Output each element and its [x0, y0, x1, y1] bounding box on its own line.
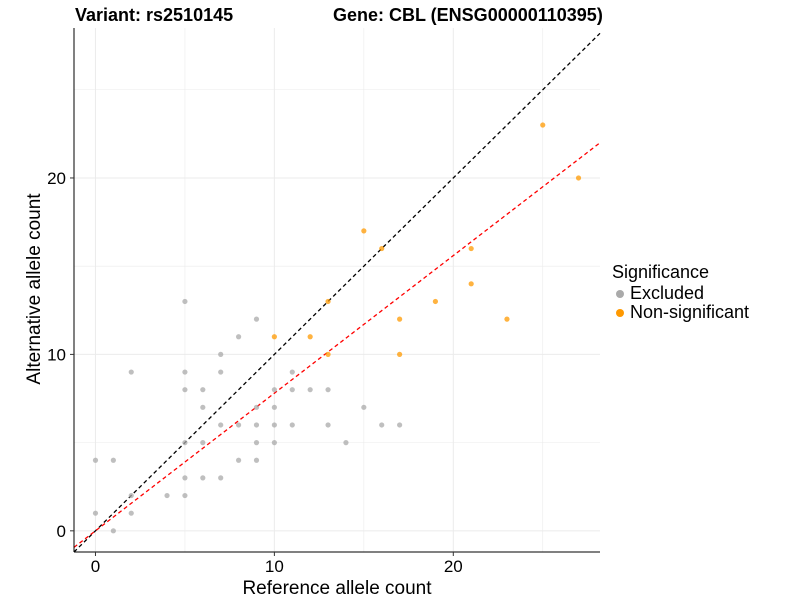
- data-point-excluded: [289, 369, 295, 375]
- legend: Significance Excluded Non-significant: [612, 262, 749, 322]
- data-point-excluded: [289, 387, 295, 393]
- data-point-excluded: [235, 422, 242, 428]
- x-axis-title: Reference allele count: [242, 578, 432, 599]
- chart-title-gene: Gene: CBL (ENSG00000110395): [333, 5, 603, 25]
- reference-line-y-x: [73, 32, 601, 553]
- data-point-excluded: [289, 422, 295, 428]
- data-point-excluded: [361, 404, 367, 410]
- legend-label-excluded: Excluded: [630, 283, 705, 303]
- legend-title: Significance: [612, 262, 710, 282]
- data-point-excluded: [253, 422, 260, 428]
- data-point-excluded: [128, 492, 134, 499]
- y-tick-label: 20: [47, 169, 66, 188]
- x-tick-label: 20: [444, 557, 463, 576]
- data-point-non-significant: [271, 334, 277, 340]
- data-point-excluded: [325, 422, 331, 428]
- data-point-excluded: [218, 475, 224, 481]
- data-point-excluded: [271, 404, 277, 410]
- data-point-excluded: [235, 457, 242, 463]
- data-point-excluded: [253, 404, 260, 410]
- data-point-excluded: [182, 492, 188, 499]
- data-point-excluded: [182, 369, 188, 375]
- x-tick-label: 10: [265, 557, 284, 576]
- data-point-excluded: [128, 369, 134, 375]
- data-point-excluded: [200, 387, 206, 393]
- data-point-non-significant: [504, 316, 510, 322]
- data-point-excluded: [271, 422, 277, 428]
- data-points: [92, 122, 582, 534]
- data-point-excluded: [110, 457, 116, 463]
- legend-label-non-significant: Non-significant: [630, 302, 750, 322]
- data-point-excluded: [253, 457, 260, 463]
- legend-key-non-significant: [616, 308, 624, 317]
- data-point-excluded: [271, 440, 277, 446]
- data-point-excluded: [235, 334, 242, 340]
- data-point-non-significant: [397, 316, 403, 322]
- data-point-non-significant: [432, 298, 439, 305]
- data-point-excluded: [218, 422, 224, 428]
- data-point-non-significant: [361, 228, 367, 234]
- data-point-non-significant: [325, 298, 331, 305]
- data-point-excluded: [182, 298, 188, 305]
- reference-lines: [73, 32, 601, 553]
- data-point-excluded: [307, 387, 313, 393]
- data-point-non-significant: [575, 175, 582, 181]
- data-point-excluded: [253, 440, 260, 446]
- data-point-non-significant: [379, 245, 385, 252]
- data-point-excluded: [218, 351, 224, 357]
- y-tick-label: 0: [57, 522, 66, 541]
- legend-item-non-significant: Non-significant: [612, 302, 750, 322]
- data-point-excluded: [397, 422, 403, 428]
- data-point-non-significant: [325, 351, 331, 357]
- legend-item-excluded: Excluded: [612, 283, 749, 303]
- grid: [74, 28, 600, 552]
- data-point-non-significant: [468, 245, 474, 252]
- x-tick-label: 0: [91, 557, 100, 576]
- data-point-excluded: [343, 440, 349, 446]
- data-point-excluded: [200, 404, 206, 410]
- data-point-excluded: [218, 369, 224, 375]
- data-point-excluded: [379, 422, 385, 428]
- data-point-non-significant: [540, 122, 546, 128]
- data-point-excluded: [164, 492, 170, 499]
- data-point-excluded: [92, 457, 99, 463]
- data-point-excluded: [200, 440, 206, 446]
- data-point-excluded: [253, 316, 260, 322]
- y-tick-label: 10: [47, 345, 66, 364]
- data-point-excluded: [182, 440, 188, 446]
- data-point-non-significant: [468, 281, 474, 287]
- y-axis-title: Alternative allele count: [24, 193, 45, 385]
- data-point-excluded: [92, 510, 99, 516]
- data-point-excluded: [110, 528, 116, 534]
- reference-line-fitted: [73, 142, 601, 548]
- data-point-excluded: [200, 475, 206, 481]
- axes: 0 10 20 0 10 20: [47, 28, 600, 576]
- data-point-excluded: [128, 510, 134, 516]
- data-point-non-significant: [397, 351, 403, 357]
- chart-title-variant: Variant: rs2510145: [75, 5, 234, 25]
- data-point-excluded: [182, 475, 188, 481]
- data-point-excluded: [325, 387, 331, 393]
- legend-key-excluded: [616, 289, 624, 298]
- data-point-non-significant: [307, 334, 313, 340]
- data-point-excluded: [271, 387, 277, 393]
- data-point-excluded: [182, 387, 188, 393]
